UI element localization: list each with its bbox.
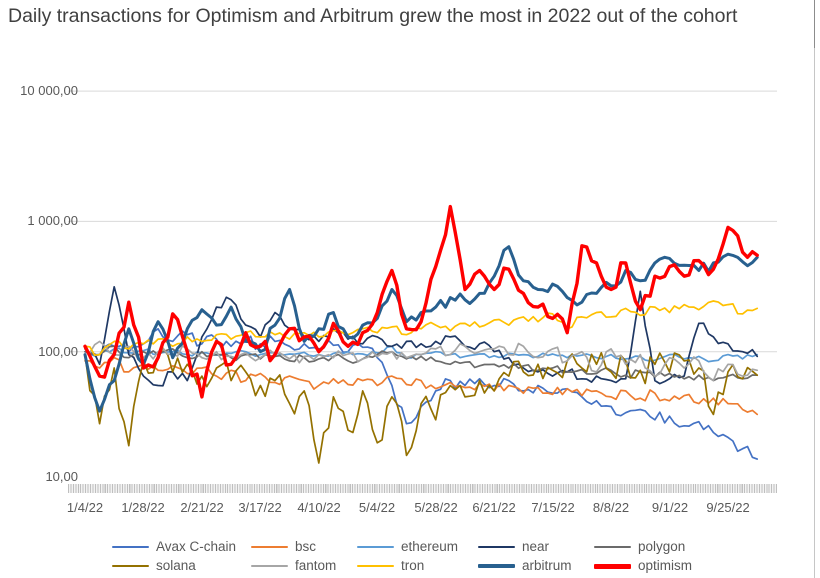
x-tick-label: 6/21/22 (472, 500, 516, 515)
legend-label: optimism (638, 558, 693, 573)
x-tick-label: 9/1/22 (651, 500, 689, 515)
y-tick-label: 1 000,00 (27, 213, 78, 228)
legend-label: tron (401, 558, 425, 573)
legend-swatch (594, 545, 631, 549)
y-tick-label: 10,00 (45, 469, 78, 484)
legend-label: bsc (295, 539, 317, 554)
window-right-border (814, 0, 815, 578)
legend-label: polygon (638, 539, 686, 554)
x-tick-label: 8/8/22 (592, 500, 630, 515)
legend-swatch (594, 563, 631, 569)
window-right-border-top (814, 0, 815, 48)
y-tick-label: 10 000,00 (20, 83, 78, 98)
x-axis-tick-band (68, 484, 777, 493)
legend-label: fantom (295, 558, 337, 573)
legend-label: solana (156, 558, 196, 573)
legend-label: arbitrum (522, 558, 572, 573)
legend-swatch (112, 564, 149, 568)
x-tick-label: 2/21/22 (180, 500, 224, 515)
y-tick-label: 100,00 (38, 344, 78, 359)
legend-swatch (357, 564, 394, 568)
legend-swatch (251, 545, 288, 549)
x-tick-label: 4/10/22 (297, 500, 341, 515)
x-tick-label: 3/17/22 (238, 500, 282, 515)
legend-label: near (522, 539, 550, 554)
legend-swatch (357, 545, 394, 549)
x-tick-label: 5/4/22 (358, 500, 396, 515)
x-tick-label: 1/28/22 (121, 500, 165, 515)
legend-swatch (478, 563, 515, 569)
x-tick-label: 9/25/22 (706, 500, 750, 515)
x-tick-label: 7/15/22 (531, 500, 575, 515)
legend-swatch (251, 564, 288, 568)
legend-label: ethereum (401, 539, 459, 554)
x-tick-label: 1/4/22 (66, 500, 104, 515)
legend-swatch (112, 545, 149, 549)
x-tick-label: 5/28/22 (414, 500, 458, 515)
legend-swatch (478, 545, 515, 549)
chart-title: Daily transactions for Optimism and Arbi… (8, 5, 738, 27)
legend-label: Avax C-chain (156, 539, 237, 554)
